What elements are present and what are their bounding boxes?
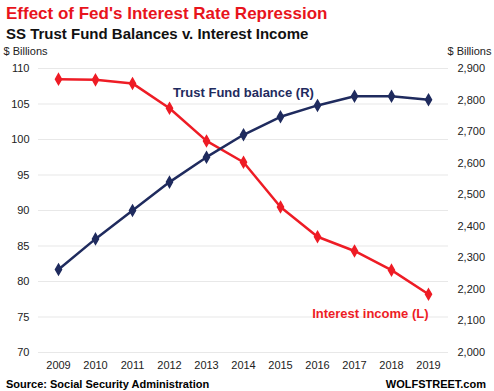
- svg-text:85: 85: [17, 240, 29, 252]
- svg-text:2,700: 2,700: [458, 125, 486, 137]
- svg-text:2,100: 2,100: [458, 314, 486, 326]
- svg-text:2017: 2017: [342, 359, 366, 371]
- svg-text:2012: 2012: [157, 359, 181, 371]
- svg-text:2015: 2015: [268, 359, 292, 371]
- svg-text:75: 75: [17, 311, 29, 323]
- svg-text:105: 105: [11, 98, 29, 110]
- svg-text:95: 95: [17, 169, 29, 181]
- svg-text:$ Billions: $ Billions: [447, 45, 492, 57]
- html-text:SS Trust Fund Balances v. Inte: SS Trust Fund Balances v. Interest Incom…: [6, 25, 309, 42]
- svg-text:2014: 2014: [231, 359, 255, 371]
- html-text:Source: Social Security Admini: Source: Social Security Administration: [6, 378, 210, 390]
- html-text:Effect of Fed's Interest Rate: Effect of Fed's Interest Rate Repression: [6, 4, 328, 23]
- html-text:WOLFSTREET.com: WOLFSTREET.com: [385, 378, 486, 390]
- svg-text:2,900: 2,900: [458, 62, 486, 74]
- svg-text:2,600: 2,600: [458, 157, 486, 169]
- svg-text:2019: 2019: [416, 359, 440, 371]
- svg-text:2,300: 2,300: [458, 251, 486, 263]
- svg-text:Trust Fund balance (R): Trust Fund balance (R): [173, 85, 314, 100]
- svg-text:2010: 2010: [83, 359, 107, 371]
- svg-text:2,200: 2,200: [458, 283, 486, 295]
- svg-text:100: 100: [11, 133, 29, 145]
- svg-text:$ Billions: $ Billions: [4, 45, 49, 57]
- svg-text:2,400: 2,400: [458, 220, 486, 232]
- svg-text:2009: 2009: [46, 359, 70, 371]
- svg-text:80: 80: [17, 275, 29, 287]
- svg-text:2013: 2013: [194, 359, 218, 371]
- svg-text:2016: 2016: [305, 359, 329, 371]
- svg-text:2,500: 2,500: [458, 188, 486, 200]
- svg-text:2018: 2018: [379, 359, 403, 371]
- svg-text:2,000: 2,000: [458, 346, 486, 358]
- svg-text:2011: 2011: [121, 359, 145, 371]
- svg-text:2,800: 2,800: [458, 94, 486, 106]
- svg-text:70: 70: [17, 346, 29, 358]
- svg-text:Interest income (L): Interest income (L): [312, 306, 428, 321]
- svg-text:90: 90: [17, 204, 29, 216]
- svg-text:110: 110: [12, 62, 30, 74]
